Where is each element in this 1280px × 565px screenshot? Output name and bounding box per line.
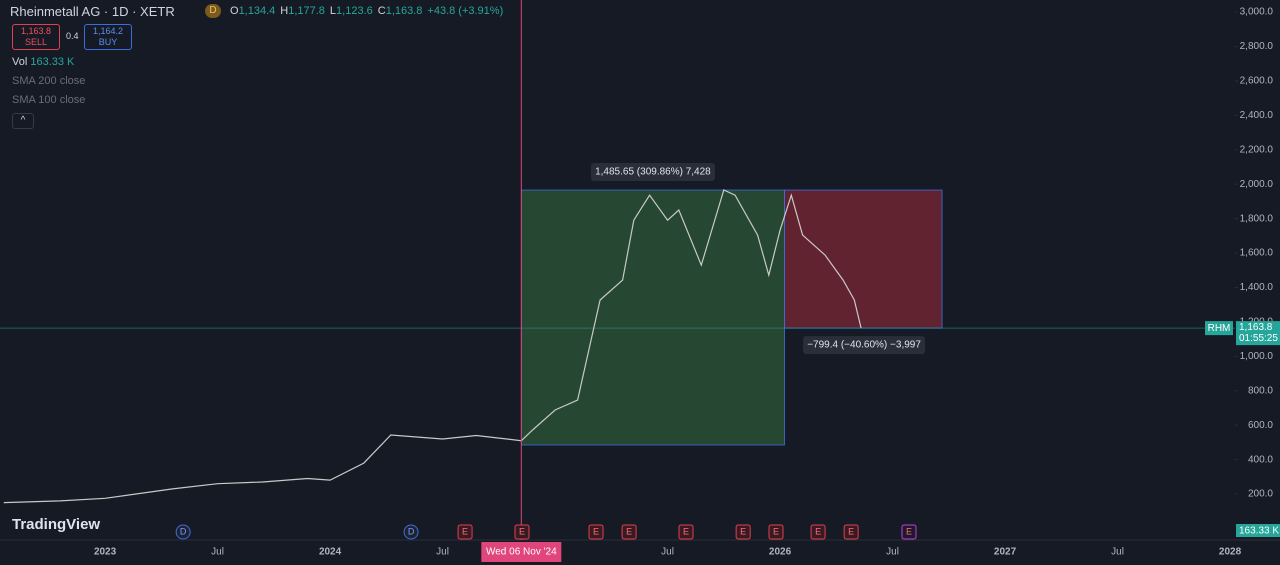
buy-price: 1,164.2 [92, 26, 124, 36]
event-label: E [815, 526, 821, 536]
event-label: D [408, 526, 415, 536]
event-marker [514, 524, 530, 540]
y-tick-label: 2,400.0 [1240, 110, 1274, 121]
x-tick-label: Jul [886, 547, 899, 558]
crosshair-label-bg [481, 542, 562, 562]
price-axis [1235, 0, 1280, 565]
x-tick-label: 2028 [1219, 547, 1242, 558]
x-tick-label: 2026 [769, 547, 792, 558]
volume-legend: Vol 163.33 K [12, 56, 74, 68]
event-marker [843, 524, 859, 540]
event-label: E [906, 526, 912, 536]
event-label: E [462, 526, 468, 536]
y-tick-label: 800.0 [1248, 385, 1273, 396]
ohlc-key: L [329, 5, 337, 17]
event-label: D [180, 526, 187, 536]
symbol-title[interactable]: Rheinmetall AG · 1D · XETR [10, 4, 175, 19]
countdown: 01:55:25 [1239, 333, 1278, 344]
price-line [3, 189, 862, 504]
indicator[interactable]: SMA 200 close [12, 75, 86, 87]
symbol-badge-bg [1205, 321, 1233, 336]
ohlc-value: 1,163.8 [385, 5, 423, 17]
x-tick-label: Jul [1111, 547, 1124, 558]
profit-label: 1,485.65 (309.86%) 7,428 [595, 167, 711, 178]
y-tick-label: 1,600.0 [1240, 248, 1274, 259]
x-tick-label: 2023 [94, 547, 117, 558]
event-marker [175, 524, 191, 540]
change: +43.8 (+3.91%) [427, 5, 504, 17]
interval-badge: D [205, 4, 221, 18]
event-label: E [626, 526, 632, 536]
y-tick-label: 2,200.0 [1240, 144, 1274, 155]
volume-badge-bg [1236, 524, 1280, 537]
y-tick-label: 2,600.0 [1240, 76, 1274, 87]
ohlc-item: H1,177.8 [280, 5, 325, 17]
event-label: E [593, 526, 599, 536]
event-marker [403, 524, 419, 540]
ohlc-item: C1,163.8 [378, 5, 423, 17]
ohlc-item: O1,134.4 [230, 5, 275, 17]
y-tick-label: 3,000.0 [1240, 7, 1274, 18]
y-tick-label: 1,000.0 [1240, 351, 1274, 362]
event-marker [621, 524, 637, 540]
y-tick-label: 400.0 [1248, 454, 1273, 465]
symbol-badge: RHM [1208, 323, 1231, 334]
logo: TradingView [12, 516, 101, 533]
x-tick-label: 2024 [319, 547, 342, 558]
loss-label: −799.4 (−40.60%) −3,997 [807, 340, 921, 351]
x-tick-label: 2027 [994, 547, 1017, 558]
x-tick-label: Jul [661, 547, 674, 558]
buy-label: BUY [98, 37, 118, 47]
ohlc-key: C [377, 5, 386, 17]
ohlc-item: L1,123.6 [330, 5, 373, 17]
y-tick-label: 1,400.0 [1240, 282, 1274, 293]
collapse-button[interactable]: ^ [12, 113, 34, 129]
ohlc: O1,134.4 H1,177.8 L1,123.6 C1,163.8 +43.8 (+… [230, 5, 503, 17]
event-label: E [683, 526, 689, 536]
x-tick-label: Jul [436, 547, 449, 558]
event-marker [768, 524, 784, 540]
spread: 0.4 [66, 31, 79, 41]
volume-value: 163.33 K [30, 56, 75, 68]
y-tick-label: 2,000.0 [1240, 179, 1274, 190]
event-marker [735, 524, 751, 540]
event-label: E [848, 526, 854, 536]
loss-label-bg [803, 336, 926, 355]
event-label: E [773, 526, 779, 536]
y-tick-label: 1,800.0 [1240, 213, 1274, 224]
volume-title: Vol [12, 56, 28, 68]
event-marker [901, 524, 917, 540]
event-marker [678, 524, 694, 540]
ohlc-value: 1,134.4 [238, 5, 276, 17]
sell-label: SELL [24, 37, 48, 47]
event-marker [810, 524, 826, 540]
sell-price: 1,163.8 [20, 26, 52, 36]
y-tick-label: 600.0 [1248, 420, 1273, 431]
event-marker [588, 524, 604, 540]
profit-label-bg [590, 163, 715, 182]
ohlc-key: O [230, 5, 239, 17]
x-tick-label: Jul [211, 547, 224, 558]
volume-badge: 163.33 K [1239, 526, 1279, 537]
event-label: E [740, 526, 746, 536]
event-label: E [519, 526, 525, 536]
y-tick-label: 200.0 [1248, 489, 1273, 500]
sell-button[interactable]: 1,163.8 SELL [12, 24, 60, 50]
ohlc-key: H [280, 5, 289, 17]
event-marker [457, 524, 473, 540]
ohlc-value: 1,177.8 [288, 5, 325, 17]
indicator[interactable]: SMA 100 close [12, 94, 86, 106]
loss-zone [784, 189, 943, 329]
buy-button[interactable]: 1,164.2 BUY [84, 24, 132, 50]
y-tick-label: 2,800.0 [1240, 41, 1274, 52]
crosshair-label: Wed 06 Nov '24 [486, 547, 557, 558]
price-badge: 1,163.8 [1239, 322, 1273, 333]
price-badge-bg [1236, 321, 1280, 346]
ohlc-value: 1,123.6 [336, 5, 373, 17]
profit-zone [520, 189, 785, 446]
